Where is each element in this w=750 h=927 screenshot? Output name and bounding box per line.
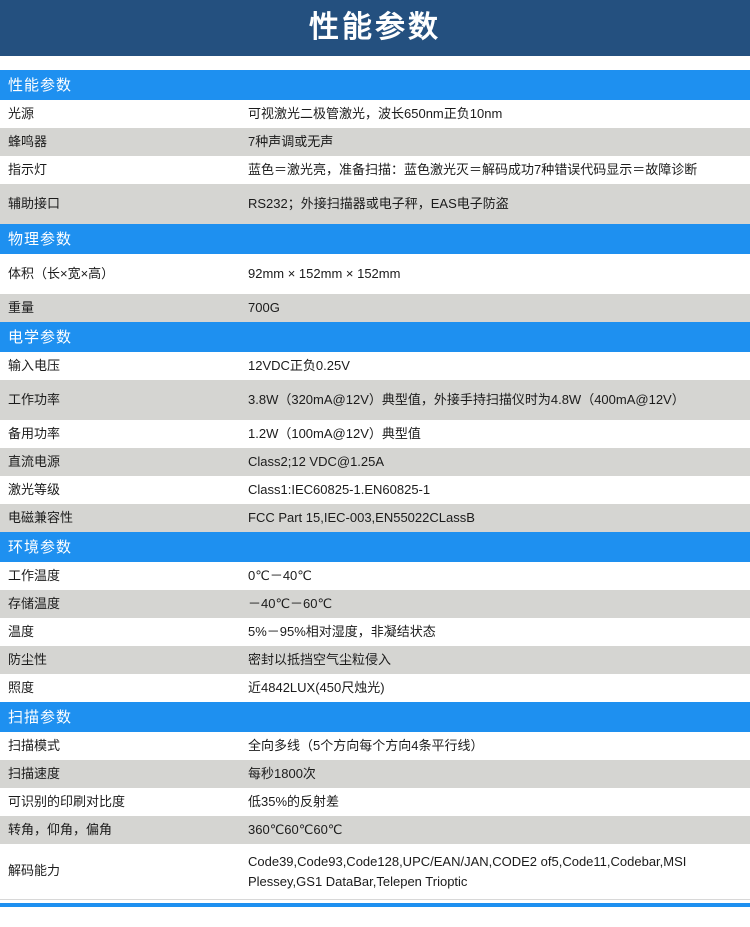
spec-row: 光源 可视激光二极管激光，波长650nm正负10nm	[0, 100, 750, 128]
spec-label: 重量	[8, 299, 35, 315]
spec-value: 360℃60℃60℃	[248, 822, 343, 838]
spec-row: 工作功率 3.8W（320mA@12V）典型值，外接手持扫描仪时为4.8W（400…	[0, 380, 750, 420]
page-title: 性能参数	[309, 11, 441, 44]
bottom-accent-strip	[0, 903, 750, 907]
spec-label: 扫描模式	[8, 737, 61, 753]
spec-sheet: 性能参数 性能参数光源 可视激光二极管激光，波长650nm正负10nm 蜂鸣器 7种声…	[0, 0, 750, 907]
spec-row: 可识别的印刷对比度 低35%的反射差	[0, 788, 750, 816]
spec-value: 全向多线（5个方向每个方向4条平行线）	[248, 738, 484, 754]
spec-label: 蜂鸣器	[8, 133, 48, 149]
spec-value: 可视激光二极管激光，波长650nm正负10nm	[248, 106, 503, 122]
spec-value: 1.2W（100mA@12V）典型值	[248, 426, 421, 442]
spec-value: Class2;12 VDC@1.25A	[248, 454, 385, 470]
page-banner: 性能参数	[0, 0, 750, 56]
spec-label: 直流电源	[8, 453, 61, 469]
spec-row: 体积（长×宽×高） 92mm × 152mm × 152mm	[0, 254, 750, 294]
section-header-1: 性能参数	[0, 70, 750, 100]
section-header-label: 环境参数	[8, 538, 73, 556]
spec-row: 转角，仰角，偏角 360℃60℃60℃	[0, 816, 750, 844]
spec-value: 每秒1800次	[248, 766, 316, 782]
spec-value: Class1:IEC60825-1.EN60825-1	[248, 482, 431, 498]
spec-label: 解码能力	[8, 863, 61, 879]
spec-label: 体积（长×宽×高）	[8, 265, 115, 281]
spec-label: 扫描速度	[8, 765, 61, 781]
spec-value: 近4842LUX(450尺烛光)	[248, 680, 385, 696]
spec-row: 电磁兼容性 FCC Part 15,IEC-003,EN55022CLassB	[0, 504, 750, 532]
sections-container: 性能参数光源 可视激光二极管激光，波长650nm正负10nm 蜂鸣器 7种声调或无声指…	[0, 70, 750, 899]
spec-label: 工作功率	[8, 391, 61, 407]
bottom-divider	[0, 899, 750, 903]
spec-label: 工作温度	[8, 567, 61, 583]
spec-row: 指示灯 蓝色＝激光亮，准备扫描：蓝色激光灭＝解码成功7种错误代码显示＝故障诊断	[0, 156, 750, 184]
spec-value: 0℃－40℃	[248, 568, 312, 584]
spec-value: －40℃－60℃	[248, 596, 333, 612]
section-header-label: 扫描参数	[8, 708, 73, 726]
spec-row: 激光等级 Class1:IEC60825-1.EN60825-1	[0, 476, 750, 504]
section-header-4: 环境参数	[0, 532, 750, 562]
spec-value: 蓝色＝激光亮，准备扫描：蓝色激光灭＝解码成功7种错误代码显示＝故障诊断	[248, 162, 698, 178]
section-header-2: 物理参数	[0, 224, 750, 254]
spec-row: 扫描模式 全向多线（5个方向每个方向4条平行线）	[0, 732, 750, 760]
spec-row: 直流电源 Class2;12 VDC@1.25A	[0, 448, 750, 476]
spec-label: 指示灯	[8, 161, 48, 177]
spec-value: 92mm × 152mm × 152mm	[248, 266, 401, 282]
spec-value: 密封以抵挡空气尘粒侵入	[248, 652, 392, 668]
spec-value: 3.8W（320mA@12V）典型值，外接手持扫描仪时为4.8W（400mA@1…	[248, 392, 685, 408]
spec-value: 5%－95%相对湿度，非凝结状态	[248, 624, 436, 640]
spec-label: 照度	[8, 679, 35, 695]
spec-value: 12VDC正负0.25V	[248, 358, 350, 374]
spec-value: Code39,Code93,Code128,UPC/EAN/JAN,CODE2 …	[248, 854, 687, 889]
spec-row: 扫描速度 每秒1800次	[0, 760, 750, 788]
spec-row: 工作温度 0℃－40℃	[0, 562, 750, 590]
spec-label: 转角，仰角，偏角	[8, 821, 113, 837]
spec-label: 存储温度	[8, 595, 61, 611]
spec-row: 温度 5%－95%相对湿度，非凝结状态	[0, 618, 750, 646]
spec-row: 备用功率 1.2W（100mA@12V）典型值	[0, 420, 750, 448]
spec-value: FCC Part 15,IEC-003,EN55022CLassB	[248, 510, 475, 526]
spec-row: 蜂鸣器 7种声调或无声	[0, 128, 750, 156]
section-header-label: 电学参数	[8, 328, 73, 346]
spec-row: 解码能力 Code39,Code93,Code128,UPC/EAN/JAN,CO…	[0, 844, 750, 899]
spec-value: RS232；外接扫描器或电子秤，EAS电子防盗	[248, 196, 509, 212]
banner-gap-spacer	[0, 56, 750, 70]
section-header-label: 物理参数	[8, 230, 73, 248]
spec-label: 电磁兼容性	[8, 509, 74, 525]
spec-row: 照度 近4842LUX(450尺烛光)	[0, 674, 750, 702]
spec-label: 辅助接口	[8, 195, 61, 211]
spec-row: 重量 700G	[0, 294, 750, 322]
spec-row: 输入电压 12VDC正负0.25V	[0, 352, 750, 380]
section-header-label: 性能参数	[8, 76, 73, 94]
spec-label: 备用功率	[8, 425, 61, 441]
spec-label: 输入电压	[8, 357, 61, 373]
section-header-3: 电学参数	[0, 322, 750, 352]
spec-label: 温度	[8, 623, 35, 639]
spec-value: 低35%的反射差	[248, 794, 340, 810]
spec-label: 激光等级	[8, 481, 61, 497]
spec-value: 700G	[248, 300, 280, 316]
spec-label: 光源	[8, 105, 35, 121]
spec-row: 辅助接口 RS232；外接扫描器或电子秤，EAS电子防盗	[0, 184, 750, 224]
spec-label: 可识别的印刷对比度	[8, 793, 126, 809]
spec-row: 防尘性 密封以抵挡空气尘粒侵入	[0, 646, 750, 674]
spec-row: 存储温度 －40℃－60℃	[0, 590, 750, 618]
section-header-5: 扫描参数	[0, 702, 750, 732]
spec-value: 7种声调或无声	[248, 134, 334, 150]
spec-label: 防尘性	[8, 651, 48, 667]
